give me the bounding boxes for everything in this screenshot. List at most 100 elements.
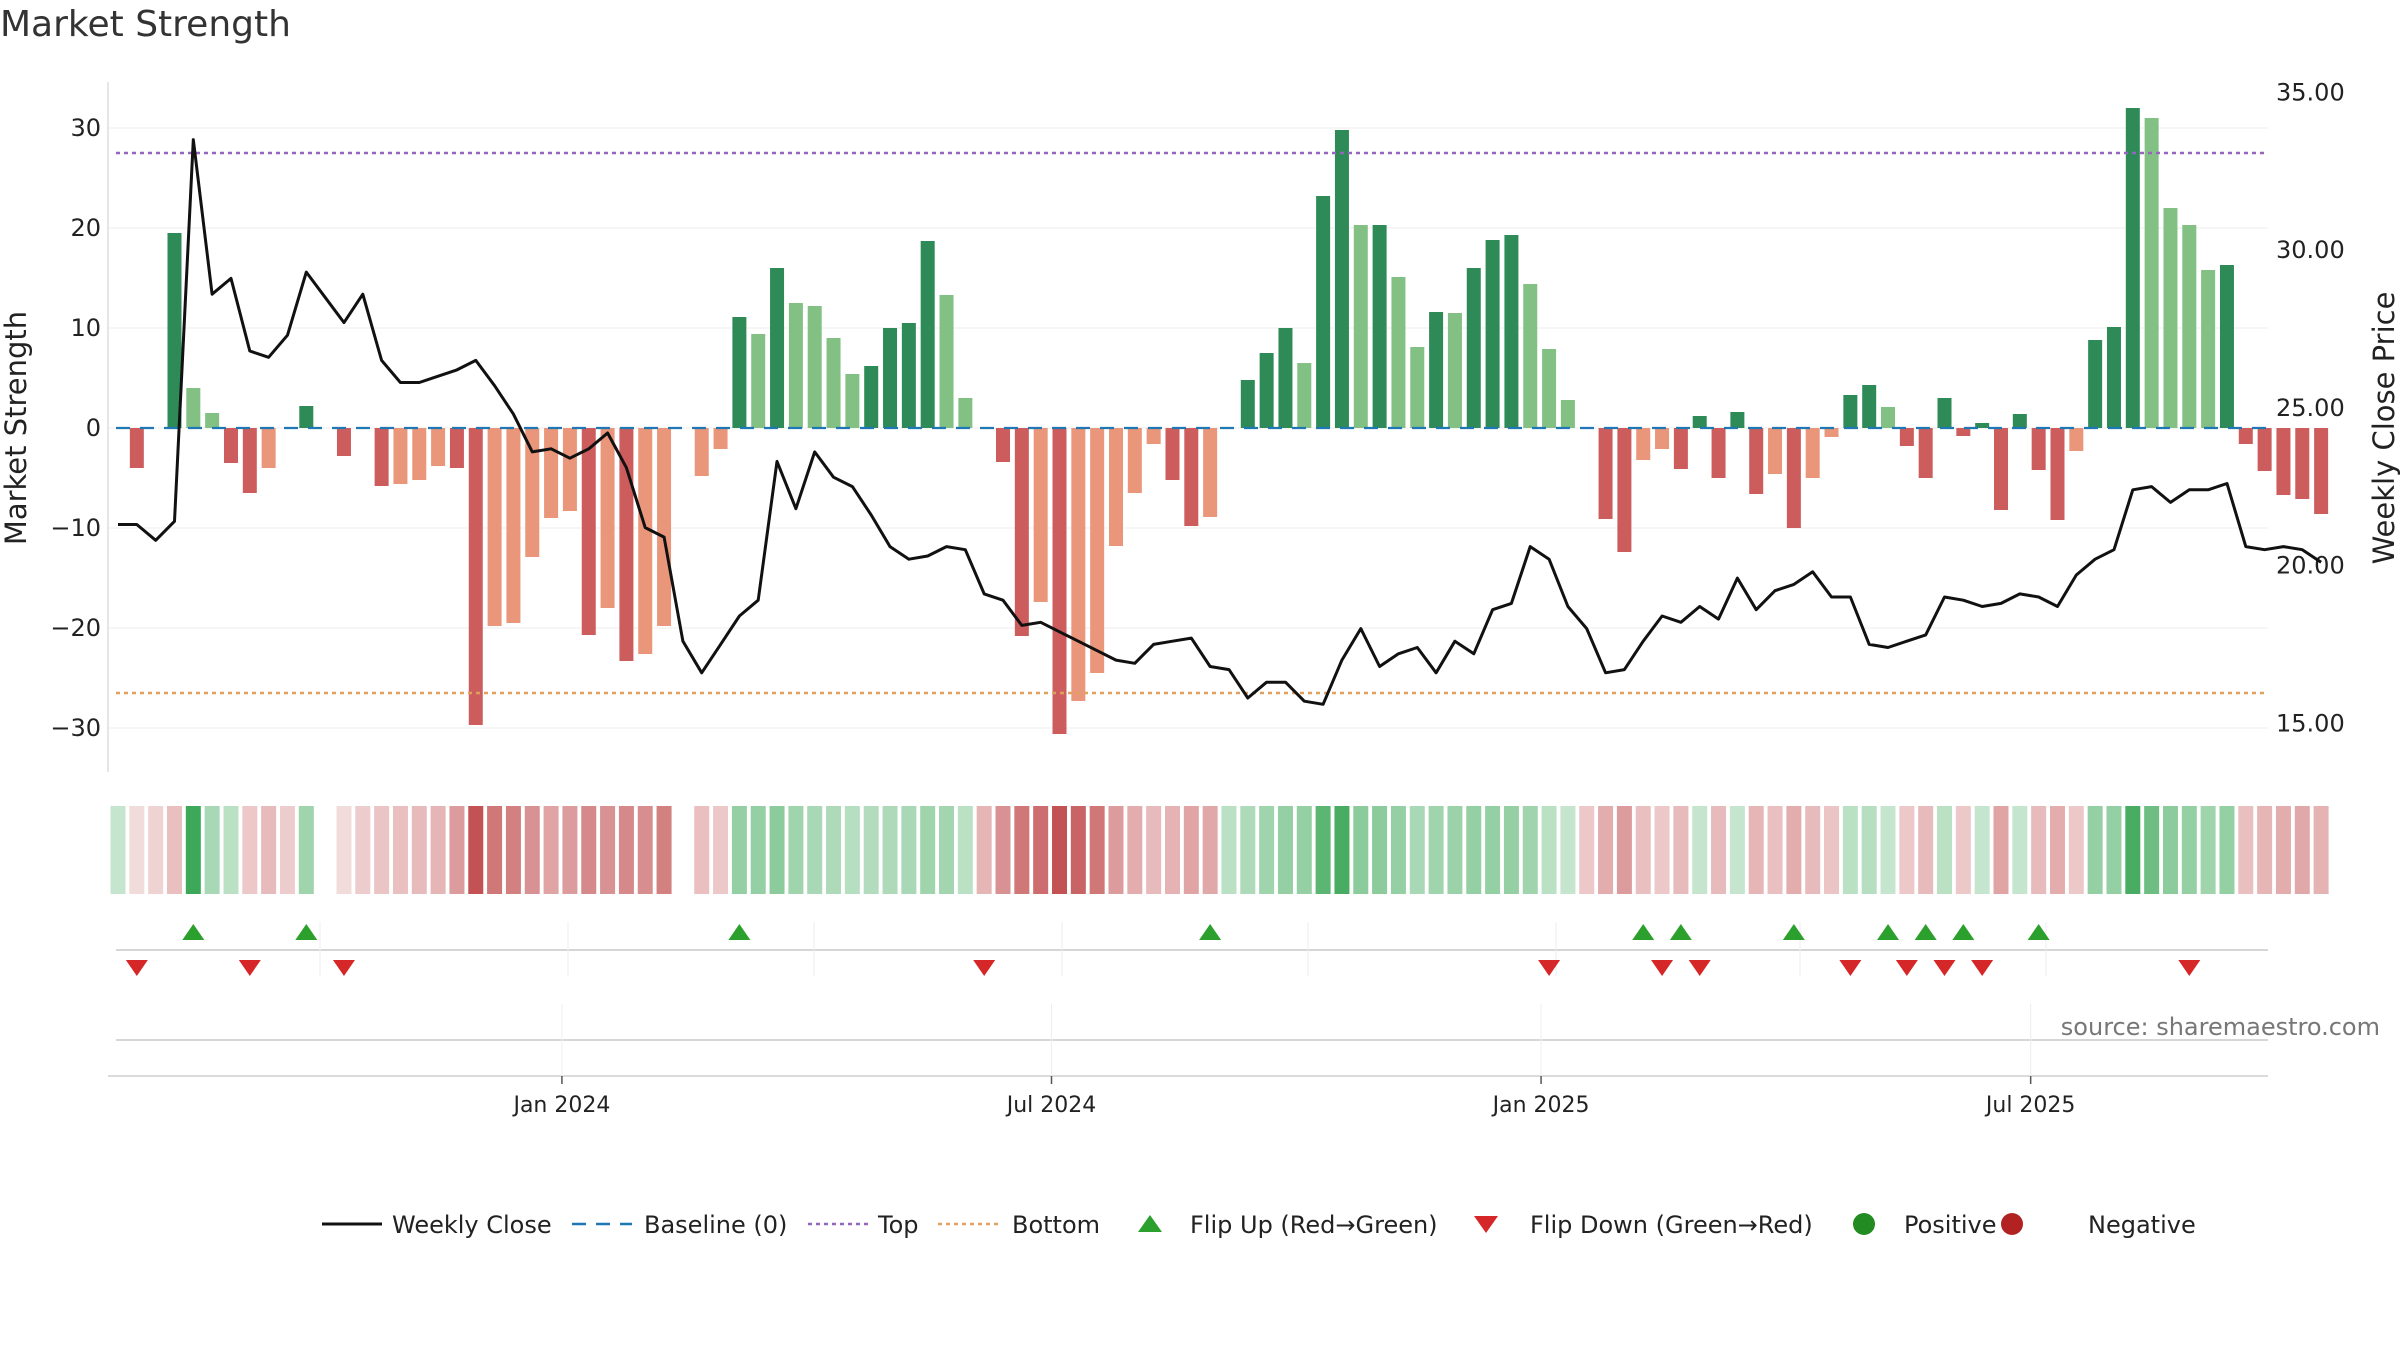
- heat-cell: [148, 806, 164, 894]
- strength-bar: [1071, 428, 1086, 701]
- heat-cell: [1937, 806, 1953, 894]
- legend-item: Positive: [1853, 1211, 1997, 1239]
- heat-cell: [656, 806, 672, 894]
- x-tick-label: Jan 2025: [1491, 1093, 1590, 1118]
- strength-bar: [2031, 428, 2046, 470]
- legend-item: Top: [808, 1211, 919, 1239]
- heat-cell: [449, 806, 465, 894]
- legend: Weekly Close Baseline (0) Top Bottom Flip Up…: [322, 1211, 2196, 1239]
- heat-cell: [1673, 806, 1689, 894]
- strength-bar: [1636, 428, 1651, 460]
- strength-bar: [1617, 428, 1632, 552]
- strength-bar: [299, 406, 314, 428]
- strength-bar: [883, 328, 898, 428]
- heat-cell: [1579, 806, 1595, 894]
- strength-bar: [788, 303, 803, 428]
- y-tick-label: 0: [86, 414, 101, 442]
- heat-cell: [1334, 806, 1350, 894]
- strength-bar: [1146, 428, 1161, 444]
- heat-cell: [242, 806, 258, 894]
- strength-bar: [1014, 428, 1029, 636]
- flip-up-marker: [1877, 924, 1900, 940]
- heat-cell: [2068, 806, 2084, 894]
- y-axis-label: Market Strength: [0, 311, 33, 545]
- legend-swatch-positive: [1853, 1213, 1875, 1235]
- legend-label: Bottom: [1012, 1211, 1100, 1239]
- strength-bar: [1429, 312, 1444, 428]
- heat-cell: [1070, 806, 1086, 894]
- strength-bar: [562, 428, 577, 511]
- strength-bar: [1692, 416, 1707, 428]
- heat-cell: [1428, 806, 1444, 894]
- heat-cell: [2200, 806, 2216, 894]
- strength-bar: [242, 428, 257, 493]
- flip-up-marker: [1952, 924, 1975, 940]
- flip-up-marker: [1782, 924, 1805, 940]
- strength-bar: [1655, 428, 1670, 449]
- heat-cell: [600, 806, 616, 894]
- heat-cell: [1372, 806, 1388, 894]
- legend-label: Weekly Close: [392, 1211, 552, 1239]
- heat-cell: [844, 806, 860, 894]
- flip-down-marker: [1839, 960, 1862, 976]
- strength-bar: [732, 317, 747, 428]
- strength-bar: [1466, 268, 1481, 428]
- heat-cell: [355, 806, 371, 894]
- heat-cell: [1315, 806, 1331, 894]
- strength-bar: [412, 428, 427, 480]
- flip-down-marker: [2178, 960, 2201, 976]
- strength-bar: [167, 233, 182, 428]
- heat-cell: [581, 806, 597, 894]
- strength-bar: [1730, 412, 1745, 428]
- strength-bar: [939, 295, 954, 428]
- strength-bar: [1353, 225, 1368, 428]
- strength-bar: [2314, 428, 2329, 514]
- heat-cell: [1974, 806, 1990, 894]
- heat-cell: [2238, 806, 2254, 894]
- y2-axis-label: Weekly Close Price: [2367, 292, 2400, 565]
- heat-cell: [920, 806, 936, 894]
- heat-cell: [1466, 806, 1482, 894]
- heat-cell: [1108, 806, 1124, 894]
- strength-bar: [2069, 428, 2084, 451]
- strength-bar: [1673, 428, 1688, 469]
- heat-cell: [1899, 806, 1915, 894]
- heat-cell: [957, 806, 973, 894]
- strength-bar: [186, 388, 201, 428]
- strength-bar: [1975, 423, 1990, 428]
- strength-bar: [826, 338, 841, 428]
- strength-bar: [1410, 347, 1425, 428]
- heat-cell: [2031, 806, 2047, 894]
- strength-bar: [1372, 225, 1387, 428]
- strength-bar: [2012, 414, 2027, 428]
- y-tick-label: −20: [50, 614, 101, 642]
- x-tick-label: Jul 2024: [1005, 1093, 1097, 1118]
- heat-cell: [2162, 806, 2178, 894]
- strength-bar: [2295, 428, 2310, 499]
- strength-bar: [468, 428, 483, 725]
- strength-bar: [544, 428, 559, 518]
- flip-up-marker: [1669, 924, 1692, 940]
- strength-bar: [1862, 385, 1877, 428]
- heat-cell: [2144, 806, 2160, 894]
- strength-bar: [2088, 340, 2103, 428]
- heat-cell: [939, 806, 955, 894]
- legend-item: Flip Up (Red→Green): [1138, 1211, 1438, 1239]
- heat-cell: [1918, 806, 1934, 894]
- source-credit: source: sharemaestro.com: [2060, 1013, 2380, 1041]
- strength-bar: [1542, 349, 1557, 428]
- heat-cell: [1598, 806, 1614, 894]
- heat-cell: [1541, 806, 1557, 894]
- heat-cell: [374, 806, 390, 894]
- strength-bar: [2238, 428, 2253, 444]
- strength-bar: [694, 428, 709, 476]
- strength-bar: [1316, 196, 1331, 428]
- heat-cell: [2181, 806, 2197, 894]
- strength-bar: [2144, 118, 2159, 428]
- heat-cell: [185, 806, 201, 894]
- y-tick-label: −10: [50, 514, 101, 542]
- flip-up-marker: [1199, 924, 1222, 940]
- strength-bar: [223, 428, 238, 463]
- flip-down-marker: [125, 960, 148, 976]
